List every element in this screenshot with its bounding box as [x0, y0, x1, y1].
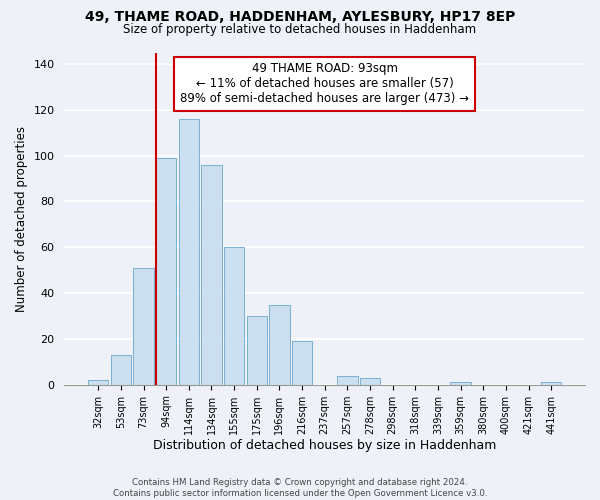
- Bar: [337, 376, 358, 384]
- Bar: [224, 248, 244, 384]
- Bar: [360, 378, 380, 384]
- Text: Contains HM Land Registry data © Crown copyright and database right 2024.
Contai: Contains HM Land Registry data © Crown c…: [113, 478, 487, 498]
- Bar: [179, 119, 199, 384]
- X-axis label: Distribution of detached houses by size in Haddenham: Distribution of detached houses by size …: [153, 440, 496, 452]
- Y-axis label: Number of detached properties: Number of detached properties: [15, 126, 28, 312]
- Text: 49 THAME ROAD: 93sqm
← 11% of detached houses are smaller (57)
89% of semi-detac: 49 THAME ROAD: 93sqm ← 11% of detached h…: [180, 62, 469, 106]
- Text: Size of property relative to detached houses in Haddenham: Size of property relative to detached ho…: [124, 22, 476, 36]
- Bar: [156, 158, 176, 384]
- Bar: [247, 316, 267, 384]
- Bar: [541, 382, 562, 384]
- Bar: [133, 268, 154, 384]
- Text: 49, THAME ROAD, HADDENHAM, AYLESBURY, HP17 8EP: 49, THAME ROAD, HADDENHAM, AYLESBURY, HP…: [85, 10, 515, 24]
- Bar: [292, 341, 312, 384]
- Bar: [201, 165, 221, 384]
- Bar: [88, 380, 109, 384]
- Bar: [451, 382, 471, 384]
- Bar: [111, 355, 131, 384]
- Bar: [269, 304, 290, 384]
